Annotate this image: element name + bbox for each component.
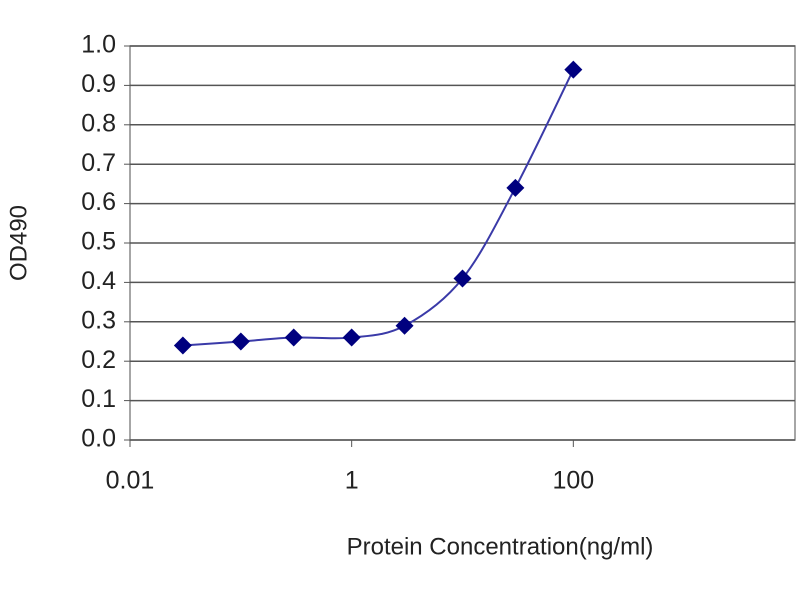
data-point <box>564 60 583 79</box>
x-tick-label: 100 <box>552 467 594 495</box>
x-tick-label: 0.01 <box>106 467 155 495</box>
y-tick-label: 0.5 <box>81 228 116 256</box>
y-tick-label: 0.6 <box>81 188 116 216</box>
data-point <box>173 336 192 355</box>
y-tick-label: 0.4 <box>81 267 116 295</box>
y-tick-label: 0.1 <box>81 385 116 413</box>
y-axis-label: OD490 <box>5 205 32 281</box>
x-axis-label: Protein Concentration(ng/ml) <box>347 533 654 560</box>
y-tick-label: 0.7 <box>81 149 116 177</box>
data-point <box>342 328 361 347</box>
y-tick-label: 0.0 <box>81 425 116 453</box>
data-point <box>231 332 250 351</box>
y-tick-label: 0.3 <box>81 306 116 334</box>
x-tick-label: 1 <box>345 467 359 495</box>
data-point <box>395 316 414 335</box>
y-tick-label: 0.9 <box>81 70 116 98</box>
data-point <box>506 178 525 197</box>
data-point <box>453 269 472 288</box>
y-tick-label: 0.8 <box>81 109 116 137</box>
y-tick-label: 0.2 <box>81 346 116 374</box>
y-tick-label: 1.0 <box>81 31 116 59</box>
data-point <box>284 328 303 347</box>
